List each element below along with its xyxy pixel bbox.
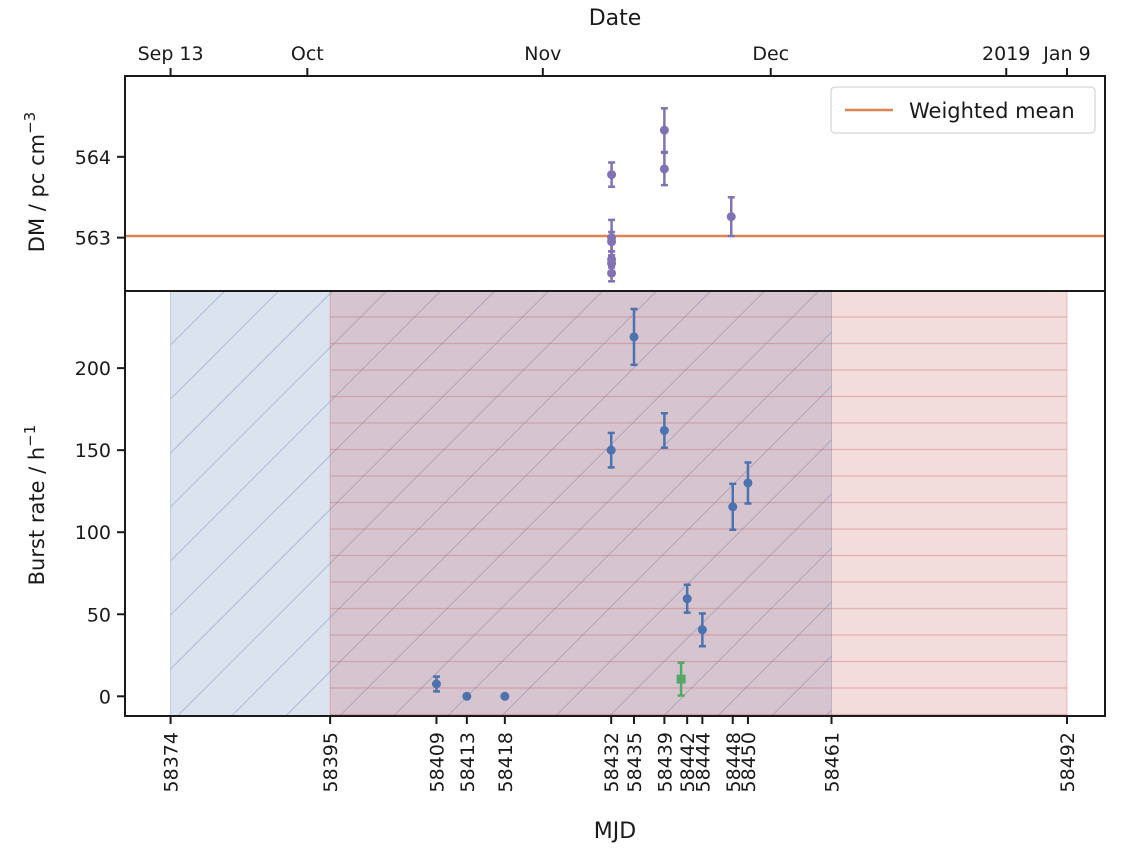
burst-rate-point xyxy=(659,425,669,435)
axis-ticks: Sep 13 Oct Nov Dec 2019 Jan 9 563 564 0 50 100 150 2… xyxy=(75,43,1091,792)
hatch-line xyxy=(717,601,832,716)
hatch-line xyxy=(231,291,657,716)
hatch-line xyxy=(170,291,387,508)
dm-y-tick-label: 563 xyxy=(75,228,111,250)
burst-rate-point xyxy=(743,478,753,488)
top-y-axis-label-exponent: −3 xyxy=(21,112,39,134)
hatch-line xyxy=(170,291,441,562)
mjd-tick-label: 58409 xyxy=(426,732,448,792)
rate-y-tick-label: 200 xyxy=(75,358,111,380)
burst-rate-point xyxy=(500,691,510,701)
dm-point xyxy=(659,125,669,135)
hatch-line xyxy=(170,291,495,616)
burst-rate-point xyxy=(462,691,472,701)
mjd-tick-label: 58435 xyxy=(624,732,646,792)
top-x-axis-label: Date xyxy=(589,6,642,31)
bottom-axes-frame xyxy=(124,290,1106,717)
legend-label-weighted-mean: Weighted mean xyxy=(909,99,1075,123)
dm-y-tick-label: 564 xyxy=(75,147,111,169)
hatch-line xyxy=(393,291,819,716)
mjd-tick-label: 58395 xyxy=(320,732,342,792)
bottom-x-axis-label: MJD xyxy=(594,819,636,844)
hatch-line xyxy=(609,493,832,716)
burst-rate-points xyxy=(431,307,753,701)
dm-point xyxy=(607,268,617,278)
bottom-y-axis-label-text: Burst rate / h xyxy=(25,447,49,586)
burst-rate-point xyxy=(682,594,692,604)
region-horizontal-1 xyxy=(329,291,1068,716)
date-tick-label: 2019 xyxy=(982,43,1030,65)
dm-point xyxy=(659,164,669,174)
hatch-line xyxy=(170,291,279,400)
burst-rate-point xyxy=(728,502,738,512)
top-y-axis-label-text: DM / pc cm xyxy=(25,134,49,252)
mjd-tick-label: 58418 xyxy=(495,732,517,792)
bottom-y-axis-label: Burst rate / h−1 xyxy=(21,425,49,586)
date-tick-label: Oct xyxy=(291,43,324,65)
rate-y-tick-label: 100 xyxy=(75,522,111,544)
mjd-tick-label: 58439 xyxy=(654,732,676,792)
mjd-tick-label: 58444 xyxy=(692,732,714,792)
rate-y-tick-label: 0 xyxy=(99,686,111,708)
top-y-axis-label: DM / pc cm−3 xyxy=(21,112,49,252)
dm-point xyxy=(607,170,617,180)
hatch-line xyxy=(501,385,832,716)
mjd-tick-label: 58450 xyxy=(738,732,760,792)
burst-rate-point xyxy=(629,332,639,342)
date-tick-label: Nov xyxy=(524,43,561,65)
mjd-tick-label: 58492 xyxy=(1057,732,1079,792)
date-tick-label: Dec xyxy=(752,43,789,65)
mjd-tick-label: 58374 xyxy=(161,732,183,792)
region-diagonal-0 xyxy=(170,291,833,716)
hatch-line xyxy=(447,331,832,716)
hatch-line xyxy=(170,291,549,670)
hatch-line xyxy=(177,291,603,716)
mjd-tick-label: 58413 xyxy=(457,732,479,792)
region-hatch-diagonal xyxy=(170,291,832,716)
axes-frames xyxy=(124,75,1106,717)
burst-rate-point xyxy=(697,625,707,635)
hatch-line xyxy=(285,291,711,716)
mjd-tick-label: 58442 xyxy=(677,732,699,792)
hatch-line xyxy=(339,291,765,716)
observation-windows xyxy=(170,291,1068,716)
bottom-y-axis-label-exponent: −1 xyxy=(21,425,39,447)
mjd-tick-label: 58448 xyxy=(723,732,745,792)
date-tick-label: Jan 9 xyxy=(1042,43,1090,65)
dm-point xyxy=(607,237,617,247)
dm-points xyxy=(607,107,736,283)
legend: Weighted mean xyxy=(830,86,1096,134)
hatch-line xyxy=(663,547,832,716)
burst-rate-point xyxy=(606,445,616,455)
date-tick-label: Sep 13 xyxy=(138,43,204,65)
rate-y-tick-label: 150 xyxy=(75,440,111,462)
mjd-tick-label: 58432 xyxy=(601,732,623,792)
burst-rate-point xyxy=(431,679,441,689)
region-hatch-horizontal xyxy=(330,316,1068,716)
hatch-line xyxy=(170,291,333,454)
dm-point xyxy=(726,212,736,222)
legend-box xyxy=(830,86,1096,134)
mjd-tick-label: 58461 xyxy=(822,732,844,792)
hatch-line xyxy=(555,439,832,716)
burst-rate-point-square xyxy=(676,674,686,684)
rate-y-tick-label: 50 xyxy=(87,604,111,626)
